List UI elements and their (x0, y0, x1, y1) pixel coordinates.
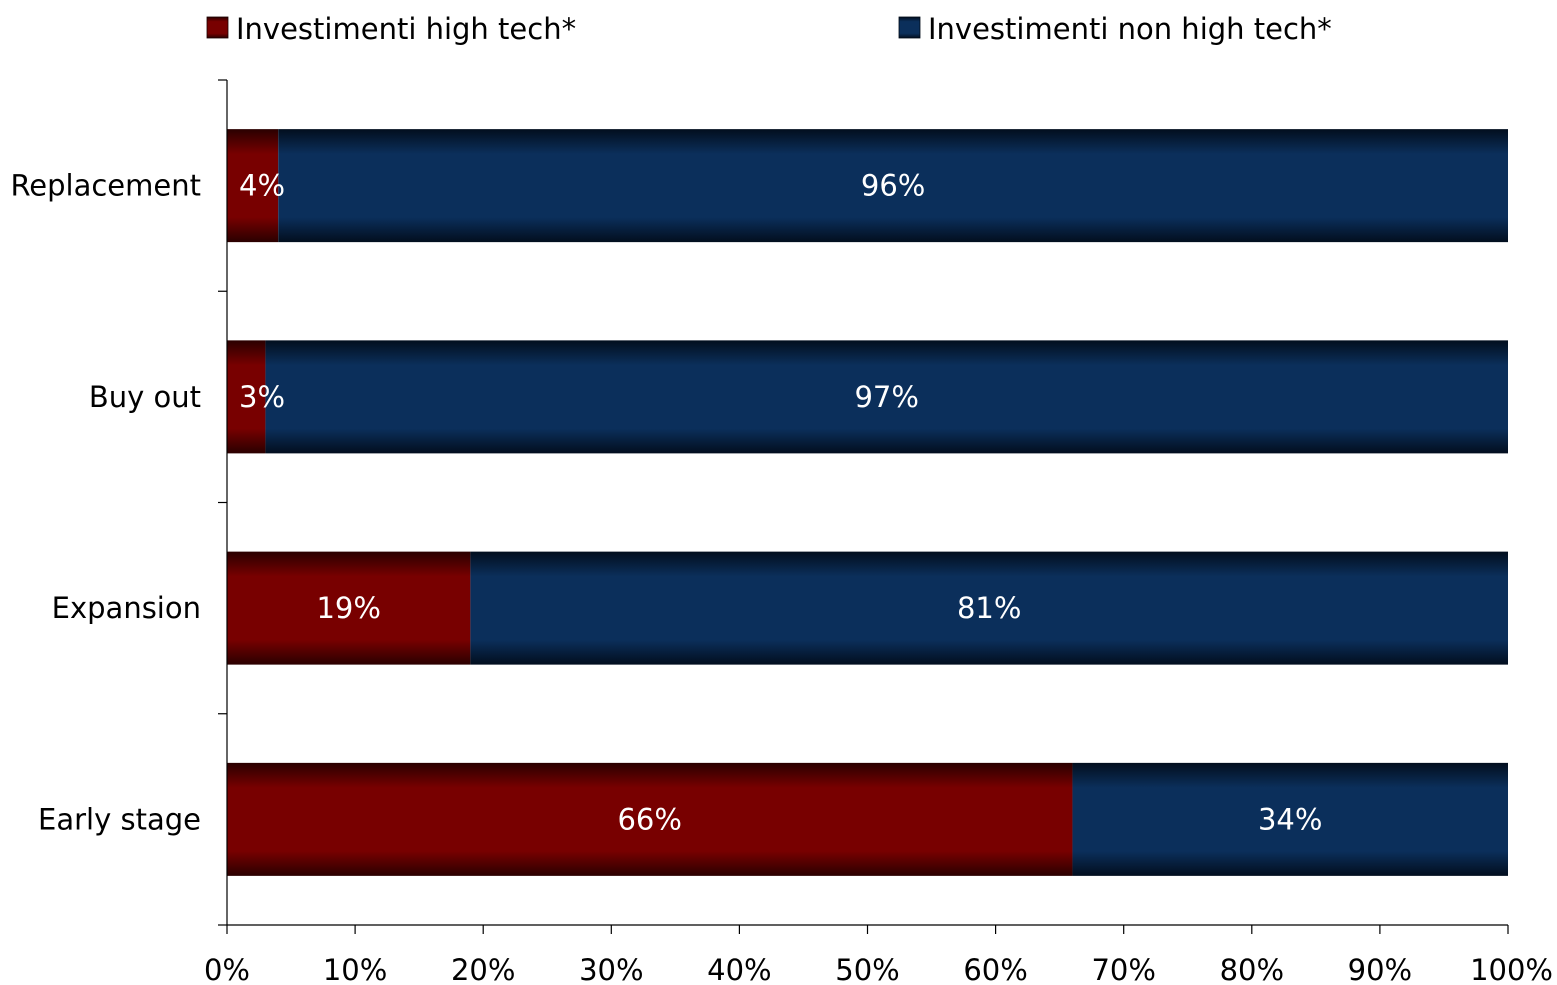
legend: Investimenti high tech* Investimenti non… (206, 12, 1332, 46)
bar-buy-out-high-tech (227, 340, 266, 454)
x-tick-label: 0% (204, 953, 250, 985)
data-label-replacement-non-high-tech: 96% (861, 169, 925, 203)
bar-replacement-high-tech (227, 129, 279, 243)
data-label-replacement-high-tech: 4% (239, 169, 285, 203)
x-tick-label: 60% (963, 953, 1027, 985)
legend-label-non-high-tech: Investimenti non high tech* (928, 12, 1332, 46)
bar-early-stage-high-tech (227, 762, 1073, 876)
category-label-early-stage: Early stage (38, 802, 201, 836)
category-label-buy-out: Buy out (89, 380, 201, 414)
data-label-early-stage-high-tech: 66% (617, 802, 681, 836)
legend-swatch-high-tech (206, 16, 229, 39)
data-label-expansion-non-high-tech: 81% (957, 591, 1021, 625)
x-tick-label: 100% (1470, 953, 1553, 985)
data-label-expansion-high-tech: 19% (316, 591, 380, 625)
bar-replacement-non-high-tech (278, 129, 1508, 243)
data-label-early-stage-non-high-tech: 34% (1258, 802, 1322, 836)
x-tick-label: 90% (1348, 953, 1412, 985)
x-tick-label: 70% (1091, 953, 1155, 985)
bar-expansion-high-tech (227, 551, 471, 665)
category-label-replacement: Replacement (10, 169, 201, 203)
legend-label-high-tech: Investimenti high tech* (236, 12, 576, 46)
bar-early-stage-non-high-tech (1072, 762, 1508, 876)
axes-group: Replacement Buy out Expansion Early stage 0%… (10, 79, 1553, 985)
x-tick-label: 80% (1220, 953, 1284, 985)
x-tick-label: 20% (451, 953, 515, 985)
x-tick-label: 30% (579, 953, 643, 985)
category-label-expansion: Expansion (52, 591, 201, 625)
bar-expansion-non-high-tech (470, 551, 1508, 665)
x-tick-label: 10% (323, 953, 387, 985)
bars-group: 4% 96% 3% 97% 19% 81% 66% 34% (227, 129, 1509, 876)
bar-buy-out-non-high-tech (265, 340, 1509, 454)
data-label-buy-out-non-high-tech: 97% (854, 380, 918, 414)
legend-swatch-non-high-tech (898, 16, 921, 39)
x-tick-label: 50% (835, 953, 899, 985)
data-label-buy-out-high-tech: 3% (239, 380, 285, 414)
x-tick-label: 40% (707, 953, 771, 985)
